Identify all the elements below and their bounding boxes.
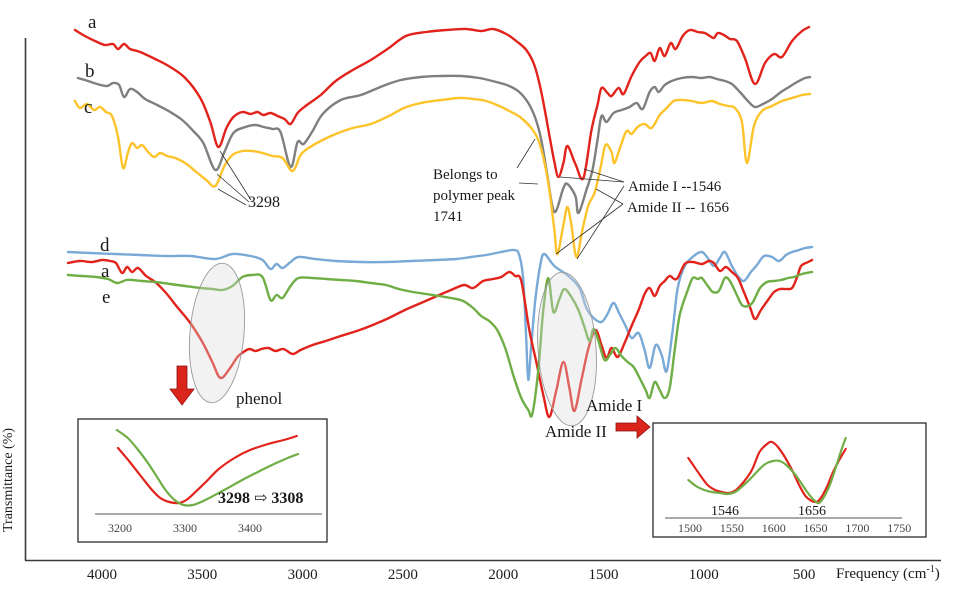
inset-amide-box bbox=[652, 422, 927, 538]
red-arrows bbox=[169, 365, 651, 439]
curve-a-lower bbox=[66, 258, 814, 419]
x-tick-label-500: 500 bbox=[793, 567, 816, 583]
curve-label-a-0: a bbox=[88, 12, 97, 33]
leader-line-7 bbox=[595, 188, 624, 205]
y-axis-title: Transmittance (%) bbox=[1, 428, 16, 532]
curve-c-top bbox=[73, 92, 812, 259]
axes bbox=[24, 38, 941, 562]
inset-oh-shift-tick-3200: 3200 bbox=[108, 521, 132, 535]
x-axis-title-close: ) bbox=[935, 566, 940, 582]
amide-ellipse bbox=[537, 271, 597, 427]
curve-inset2-green bbox=[687, 436, 847, 505]
inset-amide-tick-1600: 1600 bbox=[762, 521, 786, 535]
curve-label-d-3: d bbox=[100, 235, 110, 256]
inset-amide-tick-1650: 1650 bbox=[804, 521, 828, 535]
inset-amide-tick-1500: 1500 bbox=[678, 521, 702, 535]
x-axis-title-main: Frequency (cm bbox=[836, 566, 927, 582]
annotation-belongs-line2: polymer peak bbox=[433, 188, 516, 204]
inset-amide-tick-1550: 1550 bbox=[720, 521, 744, 535]
x-tick-label-1500: 1500 bbox=[589, 567, 619, 583]
phenol-down-arrow bbox=[169, 365, 195, 406]
phenol-ellipse bbox=[188, 262, 246, 404]
curve-inset2-red bbox=[687, 440, 847, 504]
x-tick-label-2500: 2500 bbox=[388, 567, 418, 583]
annotation-amide2-lower: Amide II bbox=[545, 422, 607, 441]
leader-line-8 bbox=[555, 203, 624, 255]
leader-line-3 bbox=[516, 138, 536, 169]
x-axis-title: Frequency (cm-1) bbox=[836, 564, 940, 582]
annotation-inset-peak-1546: 1546 bbox=[711, 504, 739, 519]
annotation-inset-peak-1656: 1656 bbox=[798, 504, 826, 519]
inset-plots: 3200 3300 3400 1500 1550 1600 1650 1700 1750 bbox=[77, 418, 927, 543]
x-tick-label-2000: 2000 bbox=[488, 567, 518, 583]
annotation-phenol: phenol bbox=[236, 389, 283, 408]
text-labels: 4000 3500 3000 2500 2000 1500 1000 500 Transmitt… bbox=[1, 12, 940, 583]
inset-oh-shift-box bbox=[77, 418, 328, 543]
x-tick-label-3500: 3500 bbox=[187, 567, 217, 583]
curve-label-e-5: e bbox=[102, 287, 110, 308]
curve-label-c-2: c bbox=[84, 97, 92, 118]
curve-label-b-1: b bbox=[85, 61, 95, 82]
curve-d-lower bbox=[66, 245, 814, 382]
inset-amide-tick-1700: 1700 bbox=[845, 521, 869, 535]
annotation-label-3298: 3298 bbox=[248, 194, 280, 211]
inset-amide-tick-1750: 1750 bbox=[887, 521, 911, 535]
leader-line-2 bbox=[217, 188, 247, 206]
leader-line-5 bbox=[583, 168, 625, 183]
x-tick-label-4000: 4000 bbox=[87, 567, 117, 583]
curve-a-top bbox=[73, 25, 811, 181]
leader-lines bbox=[216, 138, 625, 260]
leader-line-9 bbox=[576, 185, 625, 260]
annotation-belongs-line1: Belongs to bbox=[433, 167, 498, 183]
leader-line-4 bbox=[518, 182, 539, 185]
x-tick-label-1000: 1000 bbox=[689, 567, 719, 583]
annotation-amide1-lower: Amide I bbox=[586, 396, 643, 415]
highlight-ellipses bbox=[188, 262, 597, 427]
x-tick-label-3000: 3000 bbox=[288, 567, 318, 583]
inset-oh-shift-tick-3400: 3400 bbox=[238, 521, 262, 535]
inset-oh-shift-tick-3300: 3300 bbox=[173, 521, 197, 535]
x-axis-title-superscript: -1 bbox=[926, 564, 934, 575]
leader-line-6 bbox=[559, 176, 625, 183]
curve-b-top bbox=[76, 74, 812, 215]
leader-line-1 bbox=[216, 173, 250, 203]
curve-inset1-green bbox=[115, 428, 300, 507]
spectra-curves bbox=[66, 25, 814, 419]
annotation-shift-3298-3308: 3298 ⇨ 3308 bbox=[218, 490, 303, 507]
curve-label-a-4: a bbox=[101, 261, 110, 282]
amide-right-arrow bbox=[615, 415, 651, 439]
leader-line-0 bbox=[219, 150, 252, 201]
curve-inset1-red bbox=[116, 434, 298, 505]
annotation-amide1-top: Amide I --1546 bbox=[628, 179, 722, 195]
annotation-amide2-top: Amide II -- 1656 bbox=[627, 200, 730, 216]
annotation-belongs-line3: 1741 bbox=[433, 209, 463, 225]
